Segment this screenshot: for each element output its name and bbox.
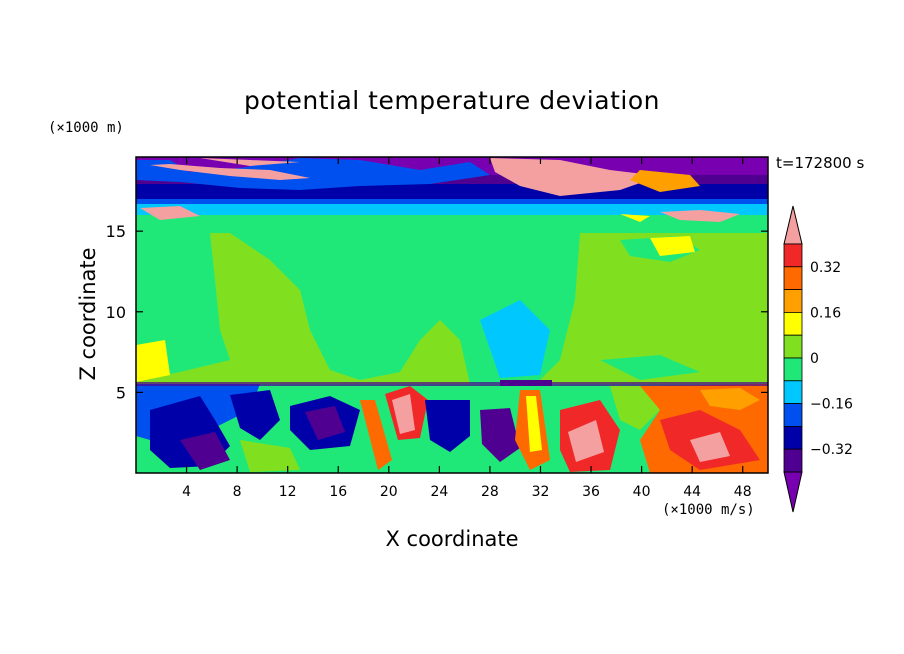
time-label: t=172800 s bbox=[776, 154, 865, 172]
colorbar-label: 0 bbox=[810, 351, 819, 367]
colorbar-segment bbox=[783, 425, 803, 450]
x-tick-label: 40 bbox=[633, 484, 651, 500]
y-axis: 5 10 15 bbox=[106, 222, 768, 402]
x-tick-label: 16 bbox=[329, 484, 347, 500]
colorbar-label: 0.32 bbox=[810, 260, 841, 276]
x-tick-label: 24 bbox=[430, 484, 448, 500]
y-tick-label: 15 bbox=[106, 222, 126, 241]
colorbar-segment bbox=[783, 289, 803, 313]
colorbar-segment bbox=[783, 311, 803, 336]
y-tick-label: 10 bbox=[106, 303, 126, 322]
x-axis: 4 8 12 16 20 24 28 32 36 40 44 48 bbox=[182, 157, 752, 500]
y-unit-label: (×1000 m) bbox=[48, 120, 124, 136]
colorbar-label: 0.16 bbox=[810, 305, 841, 321]
colorbar: 0.32 0.16 0 −0.16 −0.32 bbox=[783, 205, 853, 513]
x-unit-label: (×1000 m/s) bbox=[662, 502, 755, 518]
x-tick-label: 8 bbox=[233, 484, 242, 500]
colorbar-label: −0.32 bbox=[810, 442, 853, 458]
x-tick-label: 48 bbox=[734, 484, 752, 500]
x-tick-label: 44 bbox=[683, 484, 701, 500]
colorbar-segment bbox=[783, 243, 803, 268]
chart-title: potential temperature deviation bbox=[244, 86, 660, 115]
colorbar-segment bbox=[783, 334, 803, 359]
colorbar-bottom-triangle-icon bbox=[783, 471, 803, 513]
x-tick-label: 20 bbox=[380, 484, 398, 500]
colorbar-label: −0.16 bbox=[810, 397, 853, 413]
x-tick-label: 36 bbox=[582, 484, 600, 500]
x-tick-label: 32 bbox=[532, 484, 550, 500]
x-tick-label: 28 bbox=[481, 484, 499, 500]
colorbar-top-triangle-icon bbox=[783, 205, 803, 245]
x-axis-label: X coordinate bbox=[385, 527, 519, 551]
colorbar-segment bbox=[783, 266, 803, 290]
heatmap-field bbox=[136, 157, 768, 473]
y-tick-label: 5 bbox=[116, 383, 126, 402]
colorbar-segment bbox=[783, 403, 803, 427]
x-tick-label: 12 bbox=[279, 484, 297, 500]
colorbar-segment bbox=[783, 380, 803, 404]
x-tick-label: 4 bbox=[182, 484, 191, 500]
colorbar-segment bbox=[783, 357, 803, 382]
colorbar-segment bbox=[783, 448, 803, 473]
plot-frame bbox=[135, 156, 769, 474]
